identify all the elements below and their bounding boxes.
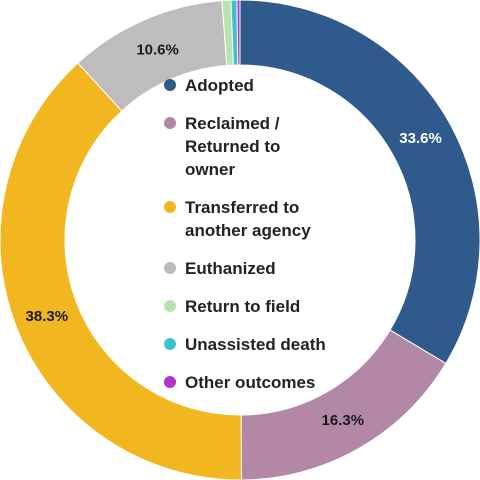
legend-item-reclaimed-returned-to-owner: Reclaimed / Returned to owner [164,114,280,179]
legend-item-transferred-to-another-agency: Transferred to another agency [164,198,311,240]
slice-transferred-to-another-agency [0,62,243,480]
legend-item-euthanized: Euthanized [164,259,276,278]
legend-item-unassisted-death: Unassisted death [164,335,326,354]
legend-label: Transferred to [185,198,299,217]
legend-item-return-to-field: Return to field [164,297,300,316]
legend-marker [164,300,176,312]
legend-marker [164,262,176,274]
slice-label-transferred-to-another-agency: 38.3% [26,308,69,325]
legend-label: Euthanized [185,259,276,278]
legend-label: another agency [185,221,311,240]
slice-label-reclaimed-returned-to-owner: 16.3% [322,412,365,429]
slice-label-euthanized: 10.6% [136,42,179,59]
legend-marker [164,338,176,350]
legend-label: Adopted [185,76,254,95]
legend-item-adopted: Adopted [164,76,254,95]
chart-legend: Adopted Reclaimed / Returned to owner Transf… [164,76,326,392]
legend-label: owner [185,160,235,179]
legend-item-other-outcomes: Other outcomes [164,373,315,392]
legend-marker [164,117,176,129]
legend-label: Return to field [185,297,300,316]
legend-marker [164,376,176,388]
slice-adopted [239,0,480,365]
legend-marker [164,201,176,213]
legend-label: Reclaimed / [185,114,280,133]
legend-label: Unassisted death [185,335,326,354]
legend-label: Other outcomes [185,373,315,392]
legend-label: Returned to [185,137,280,156]
slice-other-outcomes [236,0,241,66]
legend-marker [164,79,176,91]
slice-labels: 33.6% 16.3% 38.3% 10.6% [26,42,442,430]
slice-label-adopted: 33.6% [399,130,442,147]
